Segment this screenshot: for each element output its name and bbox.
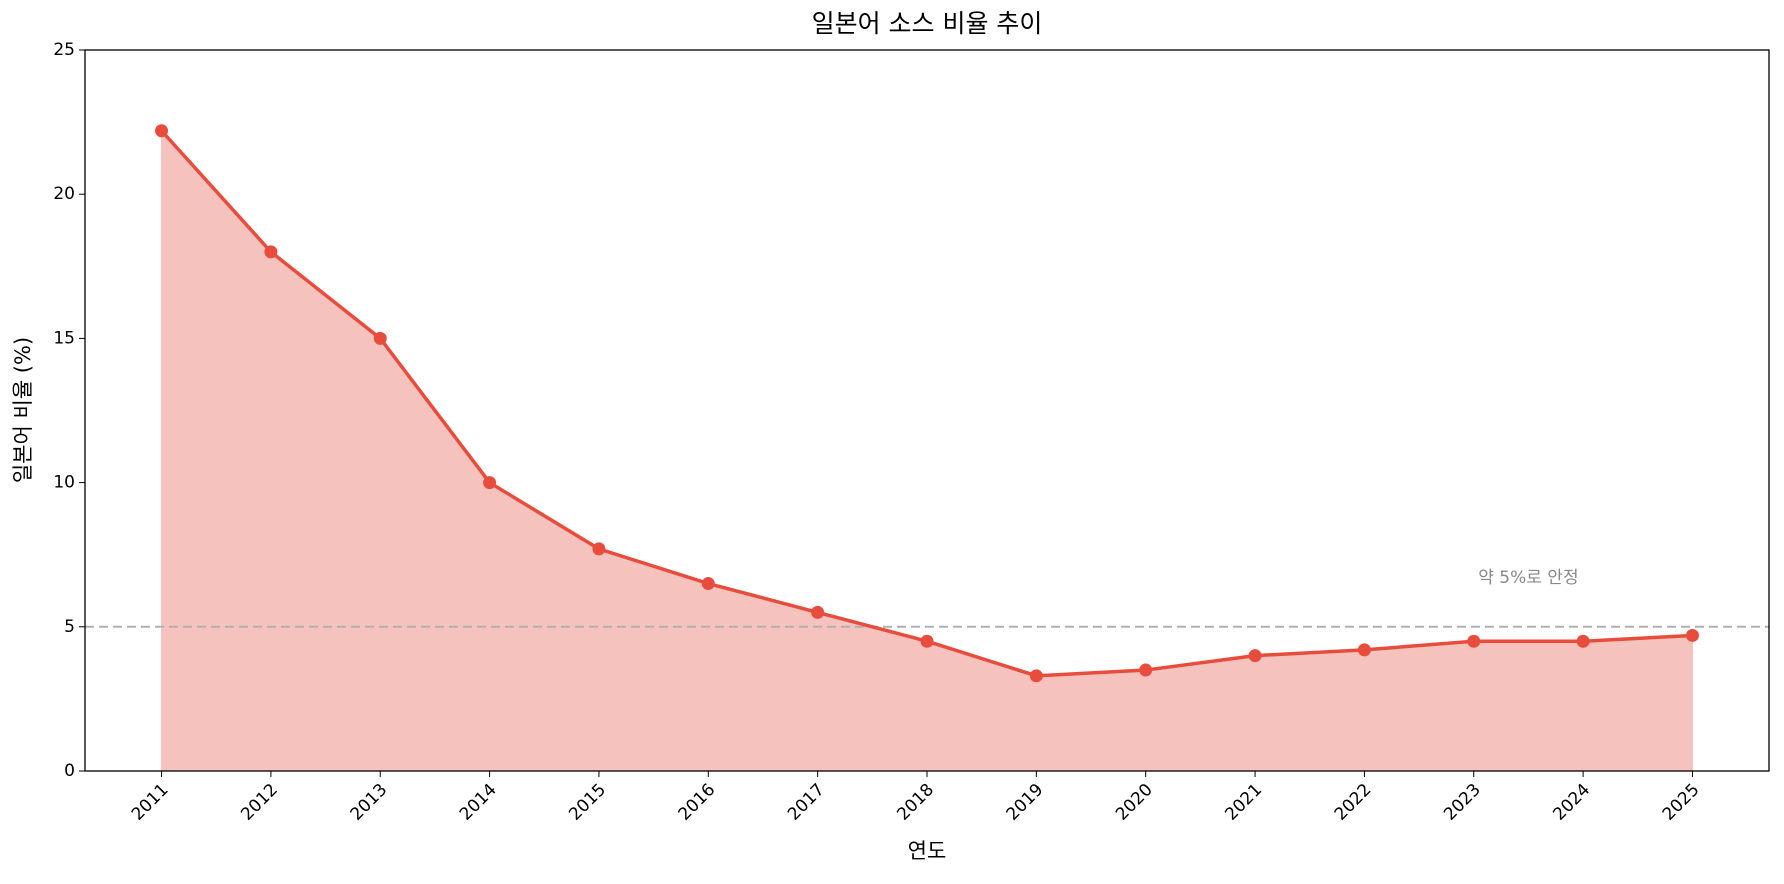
- y-tick-label: 0: [64, 761, 75, 781]
- point: [1357, 643, 1371, 657]
- point: [1248, 649, 1262, 663]
- point: [701, 577, 715, 591]
- y-tick-label: 20: [53, 184, 75, 204]
- point: [373, 331, 387, 345]
- plot-frame: [84, 49, 1770, 772]
- point: [811, 605, 825, 619]
- y-tick-label: 10: [53, 473, 75, 493]
- point: [1576, 634, 1590, 648]
- point: [920, 634, 934, 648]
- x-axis-label: 연도: [908, 839, 947, 863]
- point: [155, 124, 169, 138]
- point: [1685, 628, 1699, 642]
- annotation: 약 5%로 안정: [1478, 568, 1578, 588]
- point: [592, 542, 606, 556]
- chart-title: 일본어 소스 비율 추이: [812, 9, 1043, 38]
- point: [1139, 663, 1153, 677]
- point: [1029, 669, 1043, 683]
- y-tick-label: 5: [64, 617, 75, 637]
- y-tick-label: 15: [53, 328, 75, 348]
- y-axis-label: 일본어 비율 (%): [11, 337, 35, 483]
- point: [264, 245, 278, 259]
- point: [1467, 634, 1481, 648]
- point: [483, 476, 497, 490]
- y-tick-label: 25: [53, 40, 75, 60]
